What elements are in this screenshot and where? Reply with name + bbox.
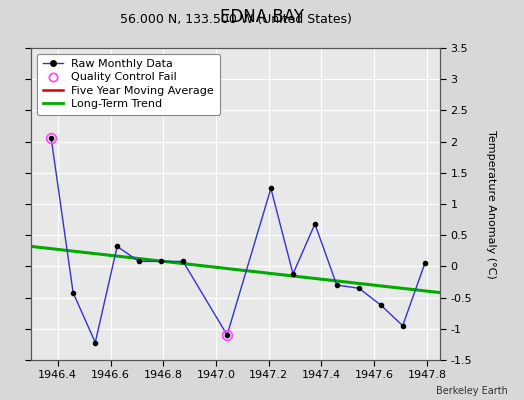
- Legend: Raw Monthly Data, Quality Control Fail, Five Year Moving Average, Long-Term Tren: Raw Monthly Data, Quality Control Fail, …: [37, 54, 220, 115]
- Y-axis label: Temperature Anomaly (°C): Temperature Anomaly (°C): [486, 130, 496, 278]
- Title: 56.000 N, 133.500 W (United States): 56.000 N, 133.500 W (United States): [120, 13, 352, 26]
- Text: EDNA BAY: EDNA BAY: [220, 8, 304, 26]
- Text: Berkeley Earth: Berkeley Earth: [436, 386, 508, 396]
